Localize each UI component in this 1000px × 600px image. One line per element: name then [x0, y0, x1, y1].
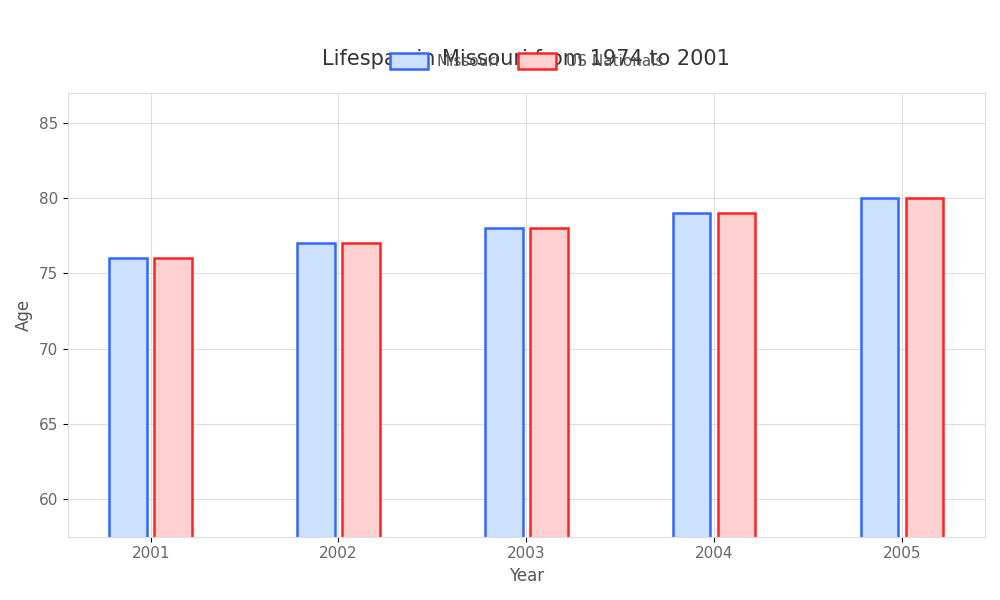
Bar	[673, 213, 710, 600]
Bar	[342, 243, 380, 600]
Bar	[154, 259, 192, 600]
X-axis label: Year: Year	[509, 567, 544, 585]
Bar	[718, 213, 755, 600]
Legend: Missouri, US Nationals: Missouri, US Nationals	[383, 47, 669, 76]
Bar	[530, 228, 568, 600]
Bar	[297, 243, 335, 600]
Bar	[861, 198, 898, 600]
Y-axis label: Age: Age	[15, 299, 33, 331]
Bar	[906, 198, 943, 600]
Bar	[109, 259, 147, 600]
Bar	[485, 228, 523, 600]
Title: Lifespan in Missouri from 1974 to 2001: Lifespan in Missouri from 1974 to 2001	[322, 49, 730, 69]
